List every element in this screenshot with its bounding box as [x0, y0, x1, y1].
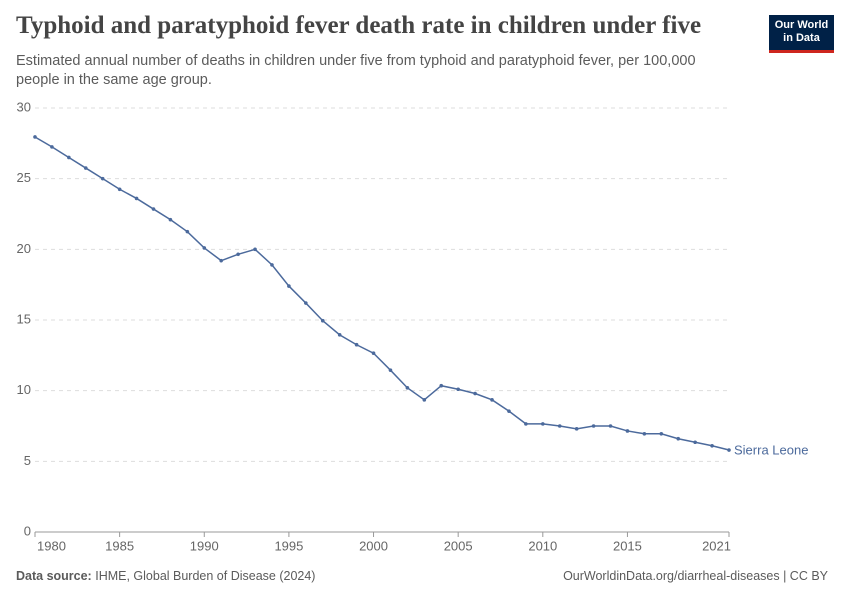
point — [456, 387, 460, 392]
source-text: IHME, Global Burden of Disease (2024) — [95, 569, 316, 583]
source-label: Data source: — [16, 569, 92, 583]
point — [134, 196, 139, 201]
y-tick-label: 20 — [17, 241, 31, 256]
y-tick-label: 30 — [17, 99, 31, 114]
point — [83, 166, 88, 170]
point — [168, 217, 173, 222]
credit[interactable]: OurWorldinData.org/diarrheal-diseases | … — [563, 569, 828, 583]
point — [67, 155, 71, 160]
x-tick-label: 1990 — [190, 538, 219, 553]
point — [371, 351, 376, 356]
point — [439, 383, 444, 388]
point — [354, 342, 359, 347]
point — [557, 424, 562, 428]
point — [320, 318, 325, 323]
point — [591, 424, 596, 428]
point — [202, 246, 207, 250]
point — [287, 284, 291, 288]
point — [117, 187, 122, 192]
point — [388, 368, 393, 372]
x-tick-label: 1985 — [105, 538, 134, 553]
point — [253, 247, 257, 252]
point — [507, 409, 511, 413]
x-tick-label: 2010 — [528, 538, 557, 553]
x-tick-label: 2005 — [444, 538, 473, 553]
point — [693, 440, 697, 445]
y-tick-label: 5 — [24, 453, 31, 468]
point — [574, 427, 579, 431]
x-tick-label: 2015 — [613, 538, 642, 553]
point — [473, 391, 477, 396]
logo-line: in Data — [783, 32, 820, 44]
point — [727, 448, 731, 452]
point — [541, 422, 545, 426]
point — [185, 229, 190, 234]
point — [642, 431, 647, 436]
point — [524, 422, 528, 426]
point — [50, 145, 54, 149]
point — [100, 176, 105, 181]
point — [33, 135, 37, 139]
y-tick-label: 0 — [24, 523, 31, 538]
point — [236, 252, 240, 257]
source: Data source: IHME, Global Burden of Dise… — [16, 569, 315, 583]
logo[interactable]: Our World in Data — [769, 15, 834, 53]
series-label: Sierra Leone — [734, 442, 808, 457]
chart-subtitle: Estimated annual number of deaths in chi… — [16, 53, 696, 88]
point — [219, 258, 223, 263]
x-tick-label: 2000 — [359, 538, 388, 553]
logo-line: Our World — [774, 19, 829, 31]
point — [710, 443, 714, 448]
point — [304, 301, 308, 305]
point — [676, 436, 681, 441]
point — [625, 429, 630, 433]
y-tick-label: 25 — [17, 170, 31, 185]
series-line — [34, 136, 730, 451]
point — [151, 207, 156, 211]
point — [422, 398, 427, 402]
chart-title: Typhoid and paratyphoid fever death rate… — [16, 12, 702, 39]
x-tick-label: 2021 — [702, 538, 731, 553]
y-tick-label: 15 — [17, 311, 31, 326]
point — [270, 263, 274, 267]
x-tick-label: 1995 — [274, 538, 303, 553]
point — [337, 333, 342, 337]
point — [659, 431, 664, 436]
x-tick-label: 1980 — [37, 538, 66, 553]
point — [608, 424, 613, 428]
y-tick-label: 10 — [17, 382, 31, 397]
point — [405, 386, 410, 390]
point — [490, 398, 494, 402]
